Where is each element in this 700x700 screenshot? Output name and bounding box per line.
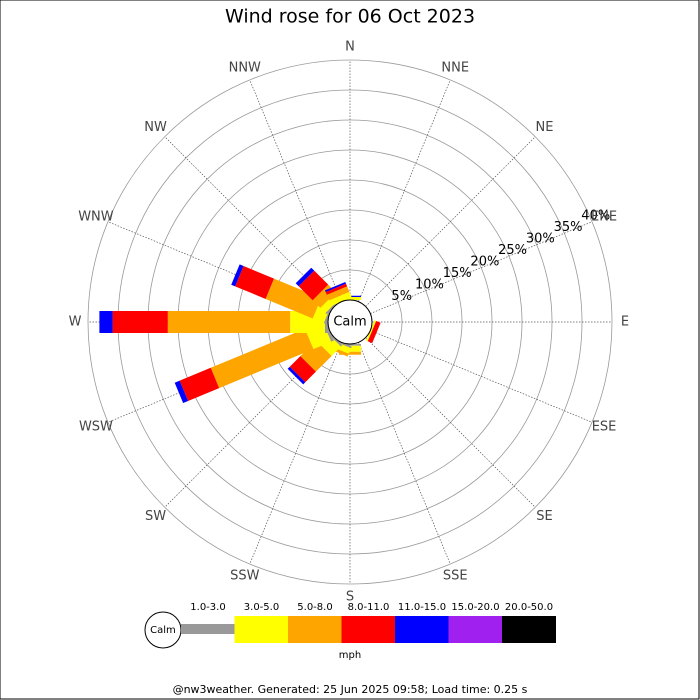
direction-label: S <box>346 590 354 605</box>
legend-label: 8.0-11.0 <box>348 602 390 613</box>
bar-segment <box>235 265 275 299</box>
direction-label: W <box>69 315 82 330</box>
direction-label: WSW <box>79 420 113 435</box>
legend-unit: mph <box>339 650 361 661</box>
legend-swatch <box>502 616 556 643</box>
direction-label: NW <box>144 120 167 135</box>
bar-segment <box>265 278 322 319</box>
direction-label: NNW <box>229 60 261 75</box>
direction-label: SW <box>145 509 166 524</box>
ring-label: 20% <box>470 255 499 270</box>
direction-label: E <box>621 315 629 330</box>
legend-label: 20.0-50.0 <box>505 602 553 613</box>
legend-label: 1.0-3.0 <box>190 602 225 613</box>
grid-ring <box>87 59 613 585</box>
direction-label: NE <box>535 120 553 135</box>
bar-segment <box>179 367 220 401</box>
bar-segment <box>300 340 332 372</box>
legend-swatch <box>395 616 449 643</box>
legend-label: 5.0-8.0 <box>297 602 332 613</box>
legend-label: 3.0-5.0 <box>244 602 279 613</box>
bar-segment <box>326 286 350 301</box>
bar-segment <box>295 267 315 287</box>
bar-segment <box>210 328 314 389</box>
bar-segment <box>99 311 113 333</box>
bar-segment <box>298 270 329 301</box>
spoke <box>365 337 536 508</box>
bar-segment <box>325 283 348 295</box>
bar-segment <box>324 281 347 293</box>
legend-swatch <box>448 616 503 643</box>
ring-label: 35% <box>554 220 583 235</box>
calm-label: Calm <box>333 315 366 330</box>
ring-label: 40% <box>581 209 610 224</box>
spoke <box>358 342 451 565</box>
legend-swatch <box>288 616 342 643</box>
chart-title: Wind rose for 06 Oct 2023 <box>225 6 475 28</box>
footer: @nw3weather. Generated: 25 Jun 2025 09:5… <box>173 683 528 696</box>
ring-label: 10% <box>415 278 444 293</box>
spoke <box>358 79 451 302</box>
direction-label: ESE <box>592 420 617 435</box>
spoke <box>249 79 342 302</box>
ring-label: 15% <box>443 266 472 281</box>
spoke <box>370 330 593 423</box>
direction-label: WNW <box>78 209 114 224</box>
bar-segment <box>367 320 381 344</box>
spoke <box>370 221 593 314</box>
ring-label: 25% <box>498 243 527 258</box>
legend-swatch <box>181 624 235 634</box>
bar-segment <box>329 291 352 306</box>
bar-segment <box>231 264 244 287</box>
spoke <box>365 136 536 307</box>
ring-label: 30% <box>526 232 555 247</box>
spoke <box>249 342 342 565</box>
direction-label: SSW <box>230 569 260 584</box>
legend-swatch <box>234 616 289 643</box>
legend-swatch <box>341 616 396 643</box>
legend-label: 11.0-15.0 <box>398 602 446 613</box>
bar-segment <box>289 356 316 383</box>
ring-label: 5% <box>391 289 412 304</box>
bar-segment <box>167 311 291 333</box>
bar-segment <box>112 311 168 333</box>
calm-circle <box>327 299 373 345</box>
bar-segment <box>366 320 377 342</box>
bar-segment <box>174 380 189 404</box>
bar-segment <box>287 366 306 385</box>
direction-label: NNE <box>441 60 469 75</box>
legend-label: 15.0-20.0 <box>451 602 499 613</box>
direction-label: N <box>345 40 355 55</box>
legend-calm-label: Calm <box>150 625 176 636</box>
direction-label: SSE <box>443 569 468 584</box>
direction-label: ENE <box>591 209 617 224</box>
direction-label: SE <box>536 509 552 524</box>
